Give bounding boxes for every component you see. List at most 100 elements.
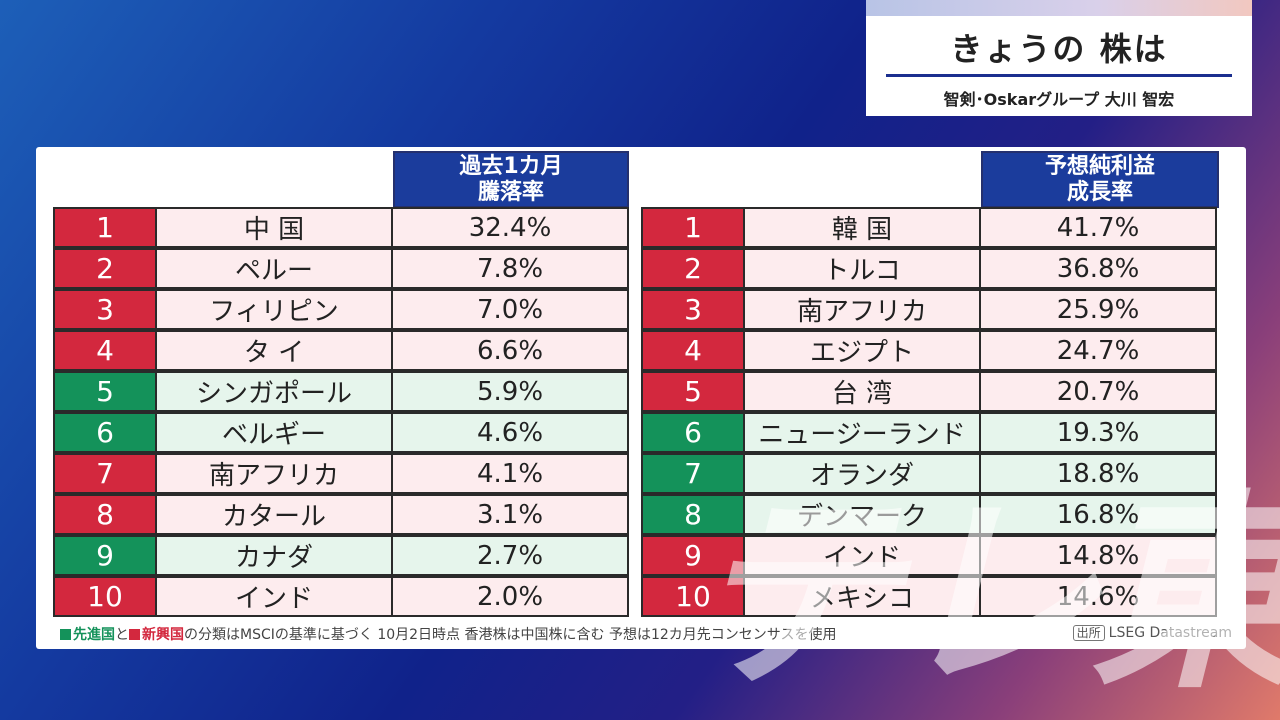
program-title: きょうの 株は [950,30,1168,68]
table-row: 8 カタール 3.1% [53,494,629,535]
right-header-line2: 成長率 [1066,179,1133,205]
source-credit: 出所 LSEG Datastream [1072,624,1232,641]
rank-cell: 5 [53,371,157,412]
table-row: 2 トルコ 36.8% [641,248,1217,289]
country-cell: カタール [155,494,393,535]
value-cell: 4.1% [391,453,629,494]
rank-cell: 9 [53,535,157,576]
right-header-line1: 予想純利益 [1044,153,1155,179]
footnote: 先進国と 新興国の分類はMSCIの基準に基づく 10月2日時点 香港株は中国株に含… [60,624,836,644]
rank-cell: 4 [53,330,157,371]
presenter-name: 智剣･Oskarグループ 大川 智宏 [943,90,1175,109]
rank-cell: 7 [641,453,745,494]
value-cell: 2.7% [391,535,629,576]
country-cell: 中 国 [155,207,393,248]
source-tag: 出所 [1072,625,1105,641]
country-cell: 南アフリカ [743,289,981,330]
rank-cell: 1 [53,207,157,248]
rank-cell: 10 [53,576,157,617]
right-table-header: 予想純利益 成長率 [981,151,1219,208]
rank-cell: 3 [641,289,745,330]
value-cell: 2.0% [391,576,629,617]
rank-cell: 6 [53,412,157,453]
table-row: 8 デンマーク 16.8% [641,494,1217,535]
value-cell: 5.9% [391,371,629,412]
value-cell: 6.6% [391,330,629,371]
developed-legend-label: 先進国 [73,627,115,643]
table-row: 10 インド 2.0% [53,576,629,617]
table-row: 9 カナダ 2.7% [53,535,629,576]
emerging-legend-square [129,629,140,640]
rank-cell: 7 [53,453,157,494]
footnote-text: の分類はMSCIの基準に基づく 10月2日時点 香港株は中国株に含む 予想は12… [184,627,837,643]
value-cell: 16.8% [979,494,1217,535]
country-cell: タ イ [155,330,393,371]
country-cell: フィリピン [155,289,393,330]
value-cell: 7.8% [391,248,629,289]
country-cell: ペルー [155,248,393,289]
value-cell: 19.3% [979,412,1217,453]
rank-cell: 5 [641,371,745,412]
value-cell: 14.6% [979,576,1217,617]
country-cell: トルコ [743,248,981,289]
value-cell: 20.7% [979,371,1217,412]
program-title-box: きょうの 株は 智剣･Oskarグループ 大川 智宏 [866,0,1252,116]
value-cell: 14.8% [979,535,1217,576]
value-cell: 25.9% [979,289,1217,330]
country-cell: デンマーク [743,494,981,535]
rank-cell: 4 [641,330,745,371]
value-cell: 41.7% [979,207,1217,248]
country-cell: メキシコ [743,576,981,617]
title-divider [886,74,1232,77]
value-cell: 3.1% [391,494,629,535]
value-cell: 7.0% [391,289,629,330]
title-accent-bar [866,0,1252,16]
table-row: 3 南アフリカ 25.9% [641,289,1217,330]
left-table-header: 過去1カ月 騰落率 [393,151,629,208]
country-cell: オランダ [743,453,981,494]
left-header-line1: 過去1カ月 [459,153,563,179]
rank-cell: 2 [53,248,157,289]
country-cell: 韓 国 [743,207,981,248]
source-name: LSEG Datastream [1108,625,1232,641]
country-cell: 台 湾 [743,371,981,412]
table-row: 6 ニュージーランド 19.3% [641,412,1217,453]
rank-cell: 9 [641,535,745,576]
value-cell: 4.6% [391,412,629,453]
country-cell: ニュージーランド [743,412,981,453]
table-row: 10 メキシコ 14.6% [641,576,1217,617]
table-row: 7 オランダ 18.8% [641,453,1217,494]
rank-cell: 8 [641,494,745,535]
country-cell: シンガポール [155,371,393,412]
rank-cell: 3 [53,289,157,330]
country-cell: エジプト [743,330,981,371]
rank-cell: 2 [641,248,745,289]
country-cell: インド [155,576,393,617]
developed-legend-square [60,629,71,640]
value-cell: 18.8% [979,453,1217,494]
table-row: 2 ペルー 7.8% [53,248,629,289]
country-cell: インド [743,535,981,576]
table-row: 4 エジプト 24.7% [641,330,1217,371]
rank-cell: 8 [53,494,157,535]
value-cell: 36.8% [979,248,1217,289]
table-row: 9 インド 14.8% [641,535,1217,576]
left-header-line2: 騰落率 [477,179,544,205]
table-row: 3 フィリピン 7.0% [53,289,629,330]
rank-cell: 1 [641,207,745,248]
country-cell: ベルギー [155,412,393,453]
value-cell: 32.4% [391,207,629,248]
legend-and: と [115,627,129,643]
country-cell: 南アフリカ [155,453,393,494]
emerging-legend-label: 新興国 [142,627,184,643]
table-row: 7 南アフリカ 4.1% [53,453,629,494]
rank-cell: 10 [641,576,745,617]
table-row: 5 シンガポール 5.9% [53,371,629,412]
table-row: 6 ベルギー 4.6% [53,412,629,453]
country-cell: カナダ [155,535,393,576]
